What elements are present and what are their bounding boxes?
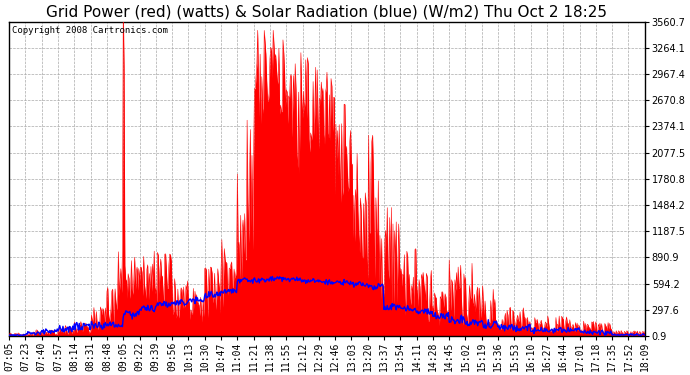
- Title: Grid Power (red) (watts) & Solar Radiation (blue) (W/m2) Thu Oct 2 18:25: Grid Power (red) (watts) & Solar Radiati…: [46, 4, 607, 19]
- Text: Copyright 2008 Cartronics.com: Copyright 2008 Cartronics.com: [12, 26, 168, 35]
